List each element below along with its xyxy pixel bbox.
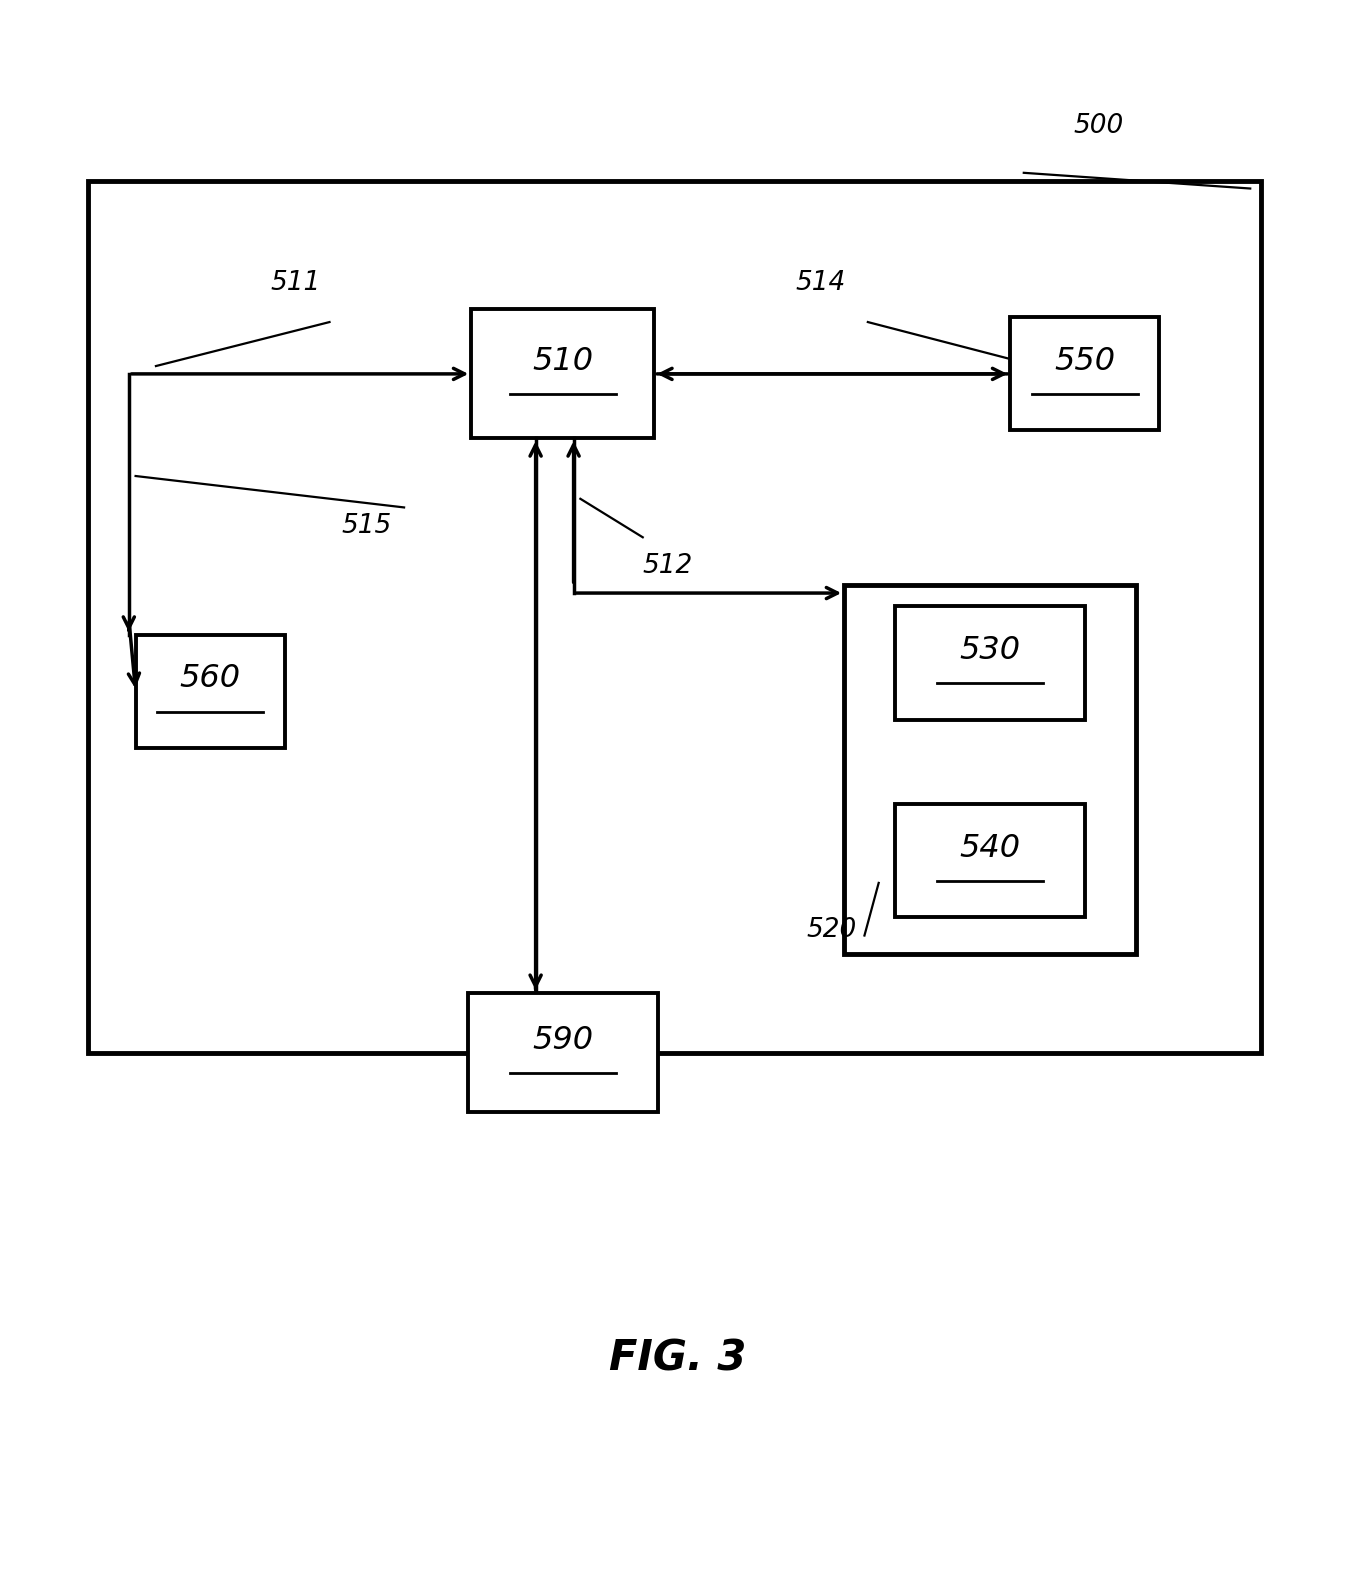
Bar bbox=[895, 606, 1085, 720]
Bar bbox=[468, 993, 658, 1112]
Text: 510: 510 bbox=[532, 346, 594, 377]
Text: 590: 590 bbox=[532, 1024, 594, 1056]
Bar bbox=[136, 635, 285, 748]
Text: 512: 512 bbox=[641, 553, 693, 578]
Bar bbox=[895, 804, 1085, 917]
Text: 514: 514 bbox=[795, 270, 846, 295]
Text: FIG. 3: FIG. 3 bbox=[609, 1338, 747, 1379]
Text: 511: 511 bbox=[270, 270, 321, 295]
Text: 560: 560 bbox=[179, 663, 241, 694]
Text: 515: 515 bbox=[340, 514, 392, 539]
Text: 540: 540 bbox=[959, 833, 1021, 864]
Text: 530: 530 bbox=[959, 635, 1021, 666]
Bar bbox=[843, 586, 1135, 954]
Text: 520: 520 bbox=[805, 917, 857, 943]
Text: 550: 550 bbox=[1054, 346, 1116, 377]
Bar bbox=[88, 181, 1261, 1053]
Text: 500: 500 bbox=[1073, 113, 1124, 138]
Bar bbox=[472, 309, 654, 438]
Bar bbox=[1010, 317, 1159, 430]
